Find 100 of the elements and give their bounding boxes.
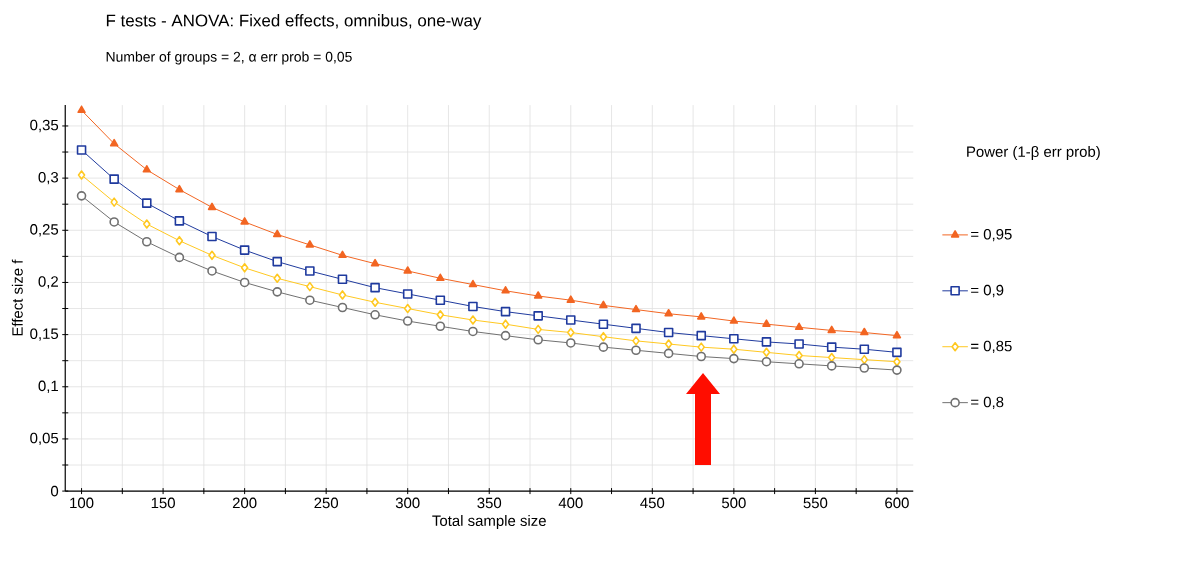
point — [631, 304, 641, 313]
point — [337, 302, 348, 313]
x-tick-label: 550 — [803, 497, 828, 509]
point — [762, 347, 771, 358]
point — [631, 345, 641, 356]
point — [729, 316, 739, 324]
y-tick-label: 0,05 — [30, 432, 59, 446]
point — [337, 274, 348, 285]
point — [566, 295, 576, 303]
point — [109, 174, 119, 184]
x-tick-label: 200 — [232, 497, 257, 509]
point — [305, 266, 315, 276]
point — [533, 291, 543, 299]
point — [338, 290, 347, 300]
y-tick-label: 0,15 — [30, 328, 59, 341]
point — [207, 202, 217, 211]
point — [664, 339, 673, 349]
point — [239, 245, 250, 255]
point — [761, 337, 772, 347]
point — [77, 105, 86, 114]
chart-subtitle: Number of groups = 2, α err prob = 0,05 — [106, 51, 352, 65]
point — [207, 266, 217, 276]
y-tick-label: 0,35 — [30, 119, 59, 133]
point — [892, 330, 902, 339]
x-tick-label: 400 — [558, 497, 583, 509]
point — [76, 145, 87, 155]
point — [370, 282, 380, 293]
point — [599, 300, 608, 309]
x-tick-label: 300 — [395, 497, 420, 509]
point — [338, 250, 347, 259]
point — [403, 303, 412, 314]
point — [435, 321, 446, 332]
x-tick-label: 450 — [640, 497, 665, 509]
point — [697, 342, 706, 352]
point — [468, 301, 478, 312]
point — [468, 326, 478, 337]
legend-title: Power (1-β err prob) — [967, 145, 1100, 160]
point — [826, 361, 837, 371]
point — [501, 319, 510, 329]
point — [109, 217, 119, 227]
point — [534, 324, 542, 335]
point — [795, 350, 803, 361]
point — [892, 365, 902, 375]
chart-title: F tests - ANOVA: Fixed effects, omnibus, one-way — [106, 14, 482, 30]
point — [402, 316, 413, 326]
point — [565, 338, 576, 348]
point — [598, 342, 609, 352]
x-tick-label: 500 — [721, 497, 746, 509]
x-tick-label: 250 — [314, 497, 339, 509]
point — [827, 352, 836, 363]
point — [860, 354, 869, 365]
point — [402, 289, 413, 299]
point — [174, 252, 185, 263]
point — [761, 356, 772, 367]
point — [827, 325, 836, 334]
point — [565, 315, 576, 325]
point — [272, 287, 283, 297]
legend-label: = 0,85 — [971, 340, 1012, 354]
point — [762, 319, 771, 327]
point — [632, 336, 640, 346]
point — [859, 344, 870, 355]
x-tick-label: 100 — [70, 497, 94, 509]
point — [500, 330, 511, 341]
point — [794, 339, 804, 349]
point — [794, 359, 804, 369]
point — [599, 331, 608, 342]
point — [501, 285, 510, 294]
point — [566, 327, 575, 338]
point — [729, 333, 739, 344]
point — [142, 219, 151, 229]
y-axis-title: Effect size f — [11, 259, 23, 336]
point — [663, 327, 674, 338]
point — [696, 330, 707, 341]
point — [239, 277, 250, 288]
legend-label: = 0,8 — [971, 396, 1004, 410]
point — [207, 231, 217, 242]
point — [631, 323, 641, 334]
point — [533, 311, 543, 321]
point — [273, 273, 282, 284]
legend-label: = 0,95 — [971, 228, 1012, 242]
point — [174, 216, 185, 226]
point — [403, 266, 412, 274]
x-tick-label: 350 — [477, 497, 502, 509]
point — [110, 197, 118, 207]
point — [141, 236, 152, 247]
point — [533, 335, 543, 345]
y-tick-label: 0,25 — [30, 224, 59, 237]
point — [598, 319, 609, 329]
point — [306, 281, 314, 292]
point — [305, 240, 315, 248]
y-tick-label: 0,2 — [38, 276, 58, 289]
point — [208, 250, 216, 261]
point — [500, 306, 511, 317]
point — [696, 351, 707, 362]
point — [826, 342, 837, 352]
point — [175, 235, 184, 246]
point — [109, 138, 119, 147]
x-tick-label: 150 — [151, 497, 175, 509]
point — [370, 309, 380, 320]
point — [860, 327, 869, 336]
